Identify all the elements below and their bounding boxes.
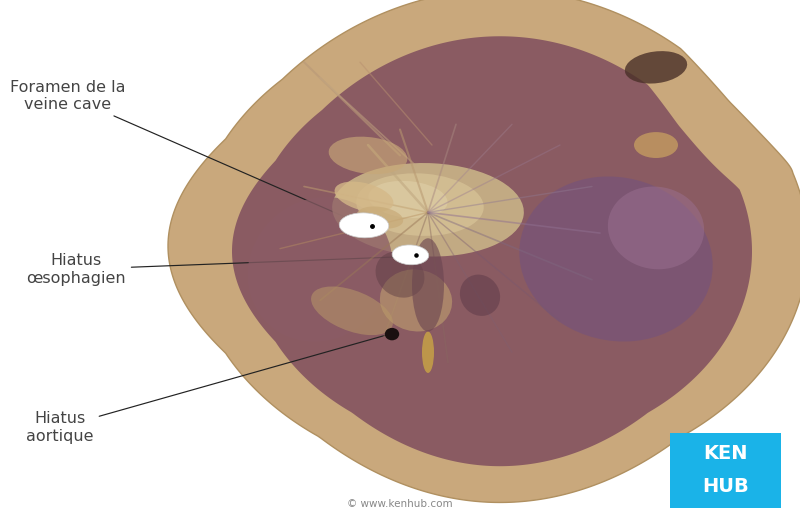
- Text: © www.kenhub.com: © www.kenhub.com: [347, 499, 453, 509]
- Ellipse shape: [356, 174, 484, 236]
- Polygon shape: [232, 36, 752, 466]
- Ellipse shape: [329, 137, 407, 174]
- Ellipse shape: [369, 181, 447, 218]
- Ellipse shape: [625, 51, 687, 83]
- Ellipse shape: [422, 332, 434, 373]
- Text: Hiatus
aortique: Hiatus aortique: [26, 335, 387, 443]
- FancyBboxPatch shape: [670, 433, 781, 508]
- Ellipse shape: [519, 177, 713, 341]
- Ellipse shape: [339, 213, 389, 238]
- Ellipse shape: [460, 275, 500, 316]
- Ellipse shape: [248, 197, 392, 342]
- Polygon shape: [168, 0, 800, 502]
- Ellipse shape: [332, 163, 524, 256]
- Ellipse shape: [608, 186, 704, 269]
- Ellipse shape: [392, 245, 429, 265]
- Ellipse shape: [334, 182, 394, 212]
- Ellipse shape: [375, 251, 425, 298]
- Text: KEN: KEN: [703, 444, 748, 463]
- Ellipse shape: [311, 286, 393, 335]
- Text: Foramen de la
veine cave: Foramen de la veine cave: [10, 80, 362, 224]
- Ellipse shape: [357, 207, 403, 228]
- Text: HUB: HUB: [702, 477, 749, 496]
- Ellipse shape: [634, 132, 678, 158]
- Ellipse shape: [385, 328, 399, 340]
- Text: Hiatus
œsophagien: Hiatus œsophagien: [26, 253, 408, 285]
- Ellipse shape: [380, 269, 452, 332]
- Ellipse shape: [412, 238, 444, 332]
